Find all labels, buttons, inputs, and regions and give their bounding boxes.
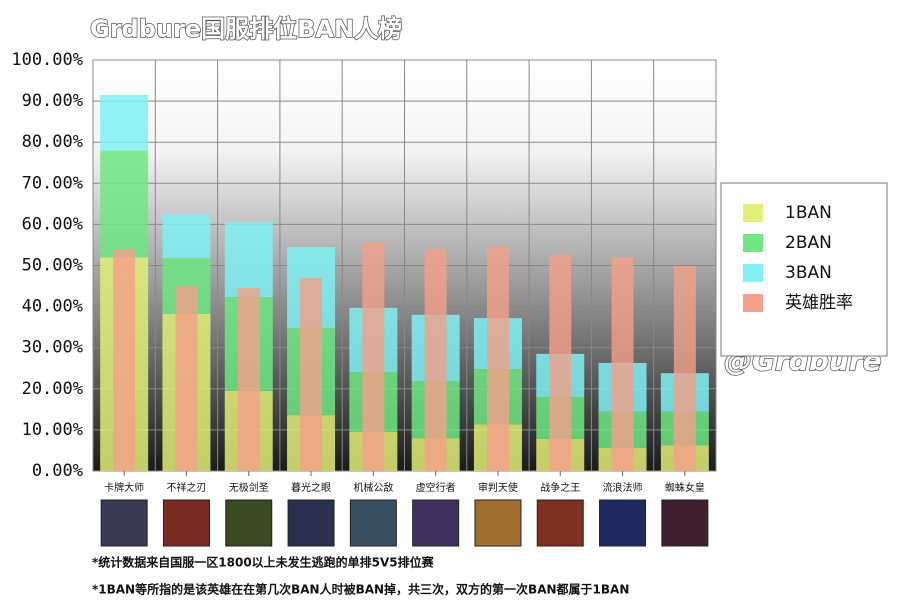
bar [237, 288, 260, 471]
hero-icon [474, 499, 522, 547]
bar [549, 254, 572, 471]
hero-icon [536, 499, 584, 547]
x-tick-label: 不祥之刃 [166, 481, 206, 494]
bar [175, 286, 198, 471]
legend-label: 1BAN [785, 203, 832, 223]
y-tick-label: 10.00% [22, 420, 83, 440]
x-tick-label: 虚空行者 [416, 481, 456, 494]
plot-border [92, 59, 717, 472]
legend-label: 3BAN [785, 263, 832, 283]
bar-segment [224, 221, 273, 298]
x-tick-label: 蜘蛛女皇 [665, 481, 705, 494]
bar [113, 249, 136, 471]
hero-icon [661, 499, 709, 547]
y-tick-label: 30.00% [22, 338, 83, 358]
x-tick-label: 无极剑圣 [229, 481, 269, 494]
bar [486, 246, 509, 471]
bar-segment [100, 150, 149, 258]
bar [673, 265, 696, 471]
y-tick-label: 60.00% [22, 214, 83, 234]
bar-segment [100, 94, 149, 151]
bar-segment [162, 214, 211, 259]
legend-swatch [743, 234, 763, 252]
x-tick-label: 审判天使 [478, 481, 518, 494]
footnote: *统计数据来自国服一区1800以上未发生逃跑的单排5V5排位赛 [92, 555, 435, 570]
y-tick-label: 0.00% [32, 461, 83, 481]
x-tick-label: 暮光之眼 [291, 481, 331, 494]
x-tick-label: 机械公敌 [353, 481, 393, 494]
hero-icon [287, 499, 335, 547]
hero-icon [162, 499, 210, 547]
hero-icon [225, 499, 273, 547]
legend-label: 英雄胜率 [785, 293, 853, 313]
legend-swatch [743, 294, 763, 312]
x-tick-label: 战争之王 [540, 481, 580, 494]
y-tick-label: 80.00% [22, 132, 83, 152]
legend-swatch [743, 204, 763, 222]
y-tick-label: 20.00% [22, 379, 83, 399]
x-tick-label: 流浪法师 [603, 481, 643, 494]
y-tick-label: 70.00% [22, 173, 83, 193]
legend-label: 2BAN [785, 233, 832, 253]
hero-icon [599, 499, 647, 547]
y-tick-label: 50.00% [22, 256, 83, 276]
bar [424, 249, 447, 471]
footnote: *1BAN等所指的是该英雄在在第几次BAN人时被BAN掉，共三次，双方的第一次B… [92, 582, 629, 597]
bar [300, 277, 323, 471]
hero-icon [412, 499, 460, 547]
x-tick-label: 卡牌大师 [104, 481, 144, 494]
y-tick-label: 40.00% [22, 297, 83, 317]
bar [611, 257, 634, 471]
bar [362, 242, 385, 471]
hero-icon [349, 499, 397, 547]
y-tick-label: 90.00% [22, 91, 83, 111]
y-tick-label: 100.00% [11, 50, 83, 70]
legend-swatch [743, 264, 763, 282]
chart-title: Grdbure国服排位BAN人榜 [90, 15, 402, 43]
hero-icon [100, 499, 148, 547]
